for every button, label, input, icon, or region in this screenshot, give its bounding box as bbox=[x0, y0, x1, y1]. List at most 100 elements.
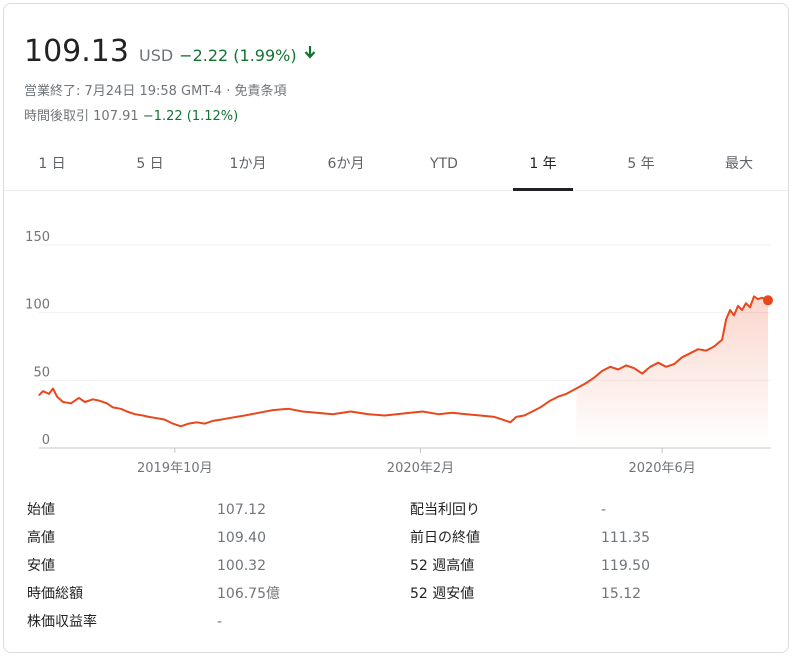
tab-5y[interactable]: 5 年 bbox=[627, 156, 655, 172]
price-point bbox=[617, 368, 619, 371]
price-point bbox=[84, 401, 86, 403]
price-point bbox=[62, 401, 64, 403]
stat-value-52w-high: 119.50 bbox=[601, 558, 650, 574]
tab-1y[interactable]: 1 年 bbox=[513, 144, 573, 191]
stat-label-52w-low: 52 週安値 bbox=[410, 586, 475, 602]
price-point bbox=[737, 305, 739, 307]
price-point bbox=[673, 363, 675, 365]
price-point bbox=[52, 387, 54, 390]
range-tabs: 1 日 5 日 1か月 6か月 YTD 1 年 5 年 最大 bbox=[4, 144, 788, 191]
price-point bbox=[437, 413, 440, 415]
price-point bbox=[515, 416, 517, 418]
price-point bbox=[42, 390, 44, 392]
y-tick-label: 0 bbox=[42, 433, 50, 448]
tab-max[interactable]: 最大 bbox=[725, 156, 753, 172]
price-point bbox=[761, 297, 763, 299]
price-point bbox=[106, 402, 108, 404]
price-point bbox=[565, 393, 567, 395]
price-point bbox=[601, 370, 603, 372]
price-point bbox=[156, 417, 158, 419]
stat-label-52w-high: 52 週高値 bbox=[410, 558, 475, 574]
price-chart[interactable]: 150 100 50 0 2019年10月 2020年2月 2020年6月 bbox=[4, 194, 788, 484]
stock-card: 109.13 USD −2.22 (1.99%) 営業終了: 7月24日 19:… bbox=[3, 3, 789, 653]
price-point bbox=[148, 416, 150, 418]
price-point bbox=[188, 423, 190, 425]
stat-label-dividend: 配当利回り bbox=[410, 502, 480, 518]
stat-value-open: 107.12 bbox=[217, 502, 266, 518]
price-point bbox=[367, 413, 370, 415]
stat-value-mkt-cap: 106.75億 bbox=[217, 586, 280, 602]
price-point bbox=[465, 413, 468, 415]
price-point bbox=[757, 298, 759, 300]
currency-label: USD bbox=[138, 46, 174, 65]
tab-1d[interactable]: 1 日 bbox=[38, 156, 66, 172]
x-tick-label: 2020年6月 bbox=[628, 461, 695, 476]
tab-5d[interactable]: 5 日 bbox=[136, 156, 164, 172]
price-point bbox=[272, 409, 274, 411]
price-point bbox=[48, 393, 50, 395]
disclaimer-link[interactable]: 免責条項 bbox=[234, 84, 287, 99]
price-point bbox=[549, 400, 551, 402]
stat-value-prev-close: 111.35 bbox=[601, 530, 650, 546]
price-point bbox=[316, 412, 318, 414]
price-point bbox=[649, 366, 651, 368]
price-point bbox=[585, 382, 587, 384]
price-point bbox=[331, 413, 334, 415]
price-point bbox=[539, 406, 541, 408]
stat-label-high: 高値 bbox=[27, 530, 55, 546]
price-point bbox=[641, 372, 643, 375]
x-tick-label: 2019年10月 bbox=[137, 461, 213, 476]
stat-label-low: 安値 bbox=[27, 558, 55, 574]
status-separator: · bbox=[222, 84, 235, 99]
stat-value-pe: - bbox=[217, 614, 223, 630]
price-point bbox=[451, 412, 454, 414]
stat-label-open: 始値 bbox=[27, 502, 55, 518]
price-point bbox=[725, 318, 727, 321]
current-price: 109.13 bbox=[24, 34, 129, 69]
price-point bbox=[258, 412, 260, 414]
price-point bbox=[697, 348, 699, 350]
price-point bbox=[609, 366, 611, 368]
y-tick-label: 150 bbox=[25, 230, 50, 245]
stat-value-52w-low: 15.12 bbox=[601, 586, 642, 602]
stat-value-low: 100.32 bbox=[217, 558, 266, 574]
status-prefix: 営業終了: bbox=[24, 84, 85, 99]
price-point bbox=[78, 397, 80, 399]
price-point bbox=[134, 413, 136, 415]
price-point bbox=[713, 345, 715, 348]
price-point bbox=[509, 421, 511, 423]
price-point bbox=[164, 418, 166, 421]
price-point bbox=[705, 349, 707, 352]
price-point bbox=[749, 306, 751, 308]
price-point bbox=[244, 414, 246, 417]
status-time: 7月24日 19:58 GMT-4 bbox=[84, 84, 223, 99]
price-point bbox=[395, 413, 398, 415]
price-area bbox=[576, 296, 768, 448]
price-point bbox=[493, 416, 495, 418]
price-point bbox=[383, 414, 386, 417]
price-point bbox=[126, 410, 128, 413]
price-point bbox=[70, 402, 72, 404]
price-point bbox=[593, 377, 595, 379]
price-point bbox=[112, 406, 114, 408]
arrow-down-icon bbox=[304, 45, 315, 59]
price-point bbox=[753, 295, 755, 298]
price-point bbox=[172, 423, 174, 425]
price-point bbox=[557, 395, 559, 398]
price-point bbox=[729, 309, 731, 311]
tab-1m[interactable]: 1か月 bbox=[229, 156, 267, 172]
market-status: 営業終了: 7月24日 19:58 GMT-4 · 免責条項 bbox=[24, 80, 286, 99]
tab-ytd[interactable]: YTD bbox=[430, 156, 458, 172]
tab-6m[interactable]: 6か月 bbox=[327, 156, 365, 172]
price-point bbox=[689, 352, 691, 354]
price-point bbox=[657, 362, 659, 364]
price-point bbox=[479, 414, 481, 417]
after-hours: 時間後取引 107.91 −1.22 (1.12%) bbox=[24, 105, 238, 124]
price-point bbox=[681, 356, 683, 358]
price-change: −2.22 (1.99%) bbox=[179, 46, 297, 65]
y-tick-label: 50 bbox=[33, 365, 50, 380]
after-hours-price: 107.91 bbox=[93, 109, 139, 124]
stat-value-high: 109.40 bbox=[217, 530, 266, 546]
price-point bbox=[38, 394, 40, 396]
price-point bbox=[228, 417, 230, 419]
